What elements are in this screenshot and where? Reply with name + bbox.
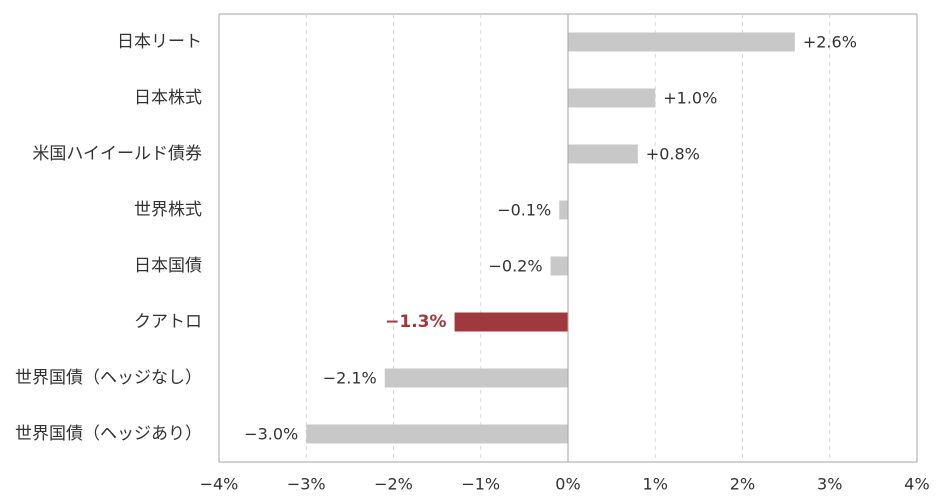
category-label: 世界国債（ヘッジあり）	[15, 424, 202, 444]
bar	[384, 368, 568, 388]
bar	[550, 256, 568, 276]
category-labels: 日本リート日本株式米国ハイイールド債券世界株式日本国債クアトロ世界国債（ヘッジな…	[15, 32, 202, 444]
bar	[568, 88, 656, 108]
category-label: 世界株式	[134, 200, 202, 220]
data-label: −0.2%	[488, 257, 542, 276]
bar	[559, 200, 568, 220]
x-tick-label: 3%	[817, 475, 842, 494]
data-labels: +2.6% +1.0% +0.8% −0.1% −0.2% −1.3% −2.1% −3.0%	[244, 33, 857, 444]
data-label: +2.6%	[803, 33, 857, 52]
category-label: 日本株式	[134, 88, 202, 108]
x-tick-label: −4%	[200, 475, 239, 494]
category-label: 世界国債（ヘッジなし）	[15, 368, 202, 388]
category-label: 日本国債	[134, 256, 202, 276]
category-label: 米国ハイイールド債券	[32, 144, 202, 164]
bar	[568, 144, 638, 164]
x-tick-label: −2%	[374, 475, 413, 494]
bar	[568, 32, 795, 52]
bar	[306, 424, 568, 444]
x-tick-label: −3%	[287, 475, 326, 494]
x-tick-labels: −4% −3% −2% −1% 0% 1% 2% 3% 4%	[200, 475, 930, 494]
x-tick-label: 4%	[904, 475, 929, 494]
x-tick-label: −1%	[461, 475, 500, 494]
data-label: −3.0%	[244, 425, 298, 444]
data-label: −1.3%	[385, 312, 446, 332]
bar	[454, 312, 568, 332]
x-tick-label: 1%	[643, 475, 668, 494]
data-label: −2.1%	[323, 369, 377, 388]
category-label: クアトロ	[134, 312, 202, 332]
category-label: 日本リート	[117, 32, 202, 52]
x-tick-label: 2%	[730, 475, 755, 494]
x-tick-label: 0%	[555, 475, 580, 494]
data-label: +1.0%	[663, 89, 717, 108]
data-label: +0.8%	[646, 145, 700, 164]
data-label: −0.1%	[497, 201, 551, 220]
bars	[306, 32, 795, 444]
